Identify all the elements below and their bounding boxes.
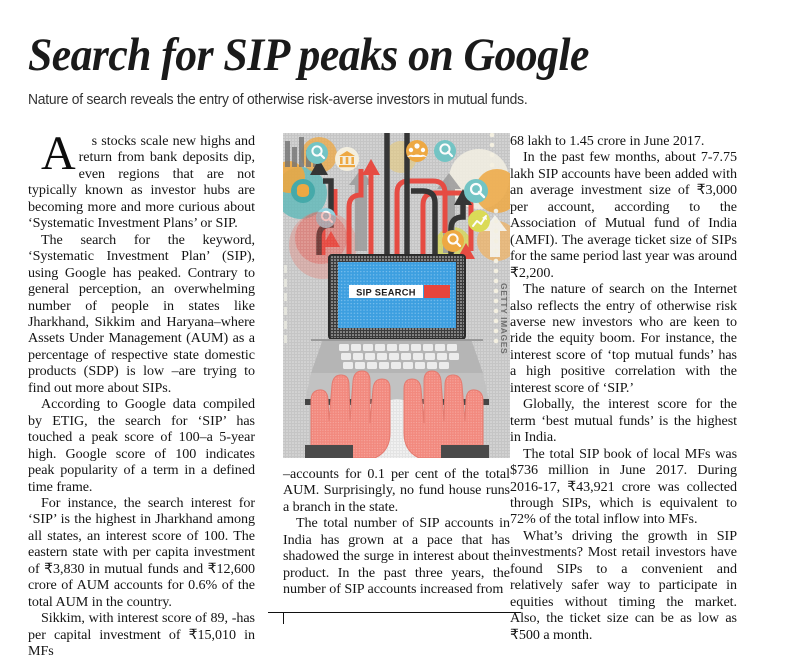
article-page: Search for SIP peaks on Google Nature of… [28,0,760,659]
paragraph: The total SIP book of local MFs was $736… [510,445,737,528]
paragraph: The total number of SIP accounts in Indi… [283,515,510,598]
paragraph: For instance, the search interest for ‘S… [28,494,255,610]
paragraph: –accounts for 0.1 per cent of the total … [283,466,510,515]
paragraph: The nature of search on the Internet als… [510,281,737,396]
paragraph: 68 lakh to 1.45 crore in June 2017. [510,133,705,149]
paragraph: The search for the keyword, ‘Systematic … [28,231,255,396]
left-hand [305,370,391,458]
screen-search-text: SIP SEARCH [356,287,416,297]
right-hand [403,370,489,458]
paragraph: Sikkim, with interest score of 89, -has … [28,610,255,660]
paragraph: Globally, the interest score for the ter… [510,396,737,446]
paragraph: According to Google data compiled by ETI… [28,396,255,495]
image-credit: GETTY IMAGES [499,283,509,355]
article-column-2: –accounts for 0.1 per cent of the total … [283,466,510,598]
article-deck: Nature of search reveals the entry of ot… [28,92,528,108]
article-column-3: 68 lakh to 1.45 crore in June 2017. In t… [510,133,737,643]
page-title: Search for SIP peaks on Google [28,29,589,81]
article-column-1: As stocks scale new highs and return fro… [28,127,255,660]
paragraph: As stocks scale new highs and return fro… [28,127,255,232]
paragraph: What’s driving the growth in SIP investm… [510,527,737,643]
footer-divider [268,612,521,613]
footer-tick-mark [283,613,284,624]
sip-search-illustration: SIP SEARCH [283,133,510,458]
article-illustration: SIP SEARCH [283,133,510,458]
paragraph: In the past few months, about 7-7.75 lak… [510,149,737,281]
article-body-columns: As stocks scale new highs and return fro… [28,127,760,659]
